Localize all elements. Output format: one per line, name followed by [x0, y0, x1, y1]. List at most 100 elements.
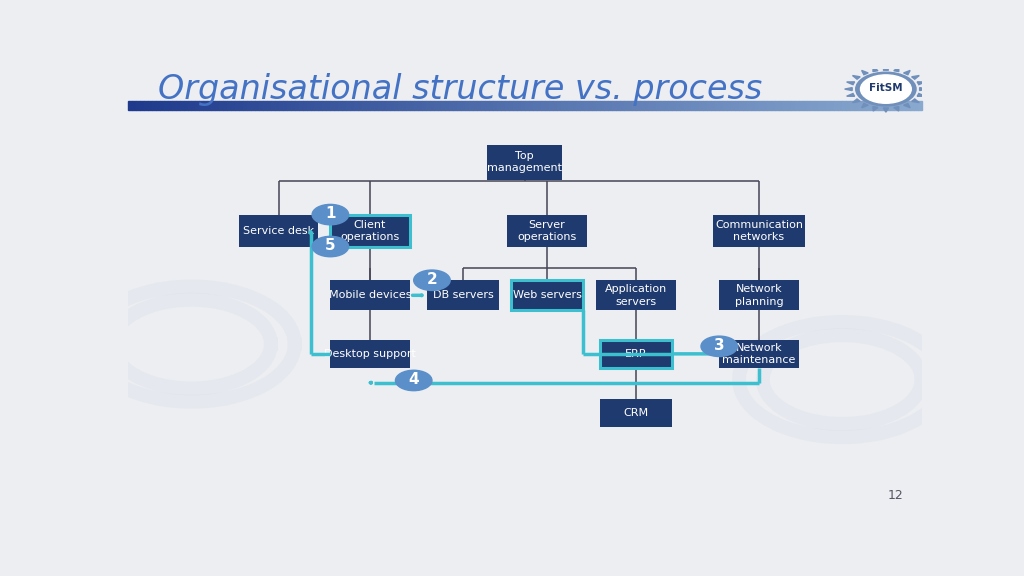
Bar [703, 101, 708, 111]
Bar [318, 101, 323, 111]
Bar [287, 101, 291, 111]
Bar [136, 101, 140, 111]
Polygon shape [847, 82, 855, 85]
Circle shape [312, 204, 348, 225]
Bar [323, 101, 327, 111]
Bar [632, 101, 636, 111]
Bar [461, 101, 465, 111]
Bar [306, 101, 310, 111]
Bar [775, 101, 778, 111]
Bar [604, 101, 608, 111]
Bar [207, 101, 211, 111]
Bar [299, 101, 303, 111]
Bar [687, 101, 691, 111]
Bar [291, 101, 295, 111]
Circle shape [395, 370, 432, 391]
Bar [652, 101, 655, 111]
Bar [152, 101, 156, 111]
Text: CRM: CRM [624, 408, 648, 418]
Bar [699, 101, 703, 111]
Bar [894, 101, 898, 111]
Text: FitSM: FitSM [869, 83, 903, 93]
Text: Web servers: Web servers [513, 290, 582, 300]
Bar [350, 101, 354, 111]
Text: Mobile devices: Mobile devices [329, 290, 412, 300]
Bar [763, 101, 767, 111]
FancyBboxPatch shape [719, 281, 799, 310]
Bar [346, 101, 350, 111]
Bar [878, 101, 882, 111]
Bar [755, 101, 759, 111]
Bar [270, 101, 274, 111]
Bar [303, 101, 306, 111]
FancyBboxPatch shape [596, 281, 676, 310]
Bar [620, 101, 624, 111]
Bar [497, 101, 501, 111]
Bar [406, 101, 410, 111]
Bar [445, 101, 450, 111]
Bar [191, 101, 196, 111]
Bar [596, 101, 600, 111]
Bar [549, 101, 553, 111]
Bar [196, 101, 200, 111]
Bar [279, 101, 283, 111]
Text: Network
maintenance: Network maintenance [722, 343, 796, 365]
Bar [247, 101, 251, 111]
Bar [240, 101, 243, 111]
Bar [636, 101, 640, 111]
Bar [866, 101, 870, 111]
Bar [739, 101, 743, 111]
Bar [156, 101, 160, 111]
Text: 1: 1 [325, 206, 336, 221]
Text: DB servers: DB servers [432, 290, 494, 300]
Bar [140, 101, 143, 111]
Bar [858, 101, 862, 111]
Text: Server
operations: Server operations [517, 220, 577, 242]
Polygon shape [872, 67, 878, 71]
Bar [822, 101, 826, 111]
Bar [648, 101, 651, 111]
Polygon shape [894, 107, 899, 111]
Bar [791, 101, 795, 111]
Text: Network
planning: Network planning [734, 284, 783, 306]
Bar [850, 101, 854, 111]
Bar [616, 101, 621, 111]
Bar [386, 101, 390, 111]
Polygon shape [884, 66, 889, 70]
Bar [803, 101, 807, 111]
Bar [826, 101, 830, 111]
Bar [585, 101, 588, 111]
Bar [394, 101, 398, 111]
Bar [712, 101, 715, 111]
Bar [751, 101, 755, 111]
FancyBboxPatch shape [719, 340, 799, 367]
Bar [568, 101, 572, 111]
Bar [814, 101, 818, 111]
Bar [743, 101, 748, 111]
Bar [624, 101, 628, 111]
Bar [267, 101, 270, 111]
Bar [612, 101, 616, 111]
Bar [183, 101, 187, 111]
Text: 5: 5 [325, 238, 336, 253]
Bar [450, 101, 454, 111]
Bar [164, 101, 168, 111]
Bar [553, 101, 557, 111]
Bar [469, 101, 473, 111]
Bar [473, 101, 477, 111]
Bar [839, 101, 842, 111]
Bar [410, 101, 414, 111]
Bar [771, 101, 775, 111]
Bar [735, 101, 739, 111]
Bar [799, 101, 803, 111]
Bar [454, 101, 458, 111]
Bar [811, 101, 814, 111]
Bar [890, 101, 894, 111]
Polygon shape [918, 82, 925, 85]
Bar [314, 101, 318, 111]
FancyBboxPatch shape [507, 215, 587, 247]
Bar [644, 101, 648, 111]
Circle shape [414, 270, 451, 290]
Bar [608, 101, 612, 111]
Polygon shape [884, 108, 889, 112]
